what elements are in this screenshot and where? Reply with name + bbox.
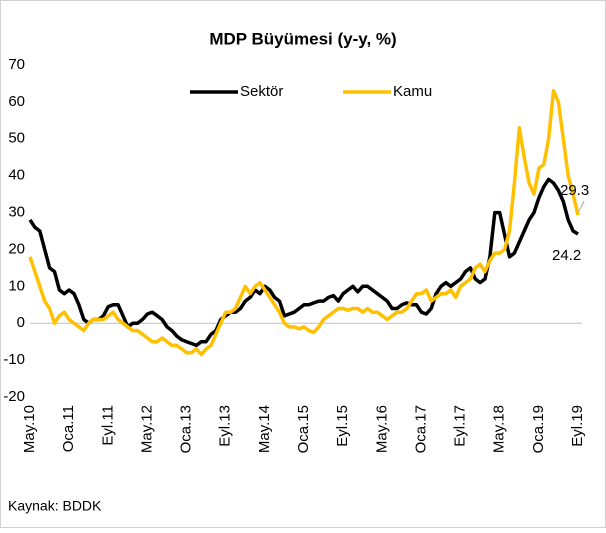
x-tick-label: Oca.19 bbox=[530, 405, 547, 453]
x-tick-label: Oca.15 bbox=[295, 405, 312, 453]
source: Kaynak: BDDK bbox=[8, 498, 102, 514]
x-tick-label: Eyl.19 bbox=[569, 405, 586, 447]
value-label: 29.3 bbox=[560, 182, 589, 199]
y-tick-label: -20 bbox=[3, 388, 25, 405]
chart-title: MDP Büyümesi (y-y, %) bbox=[209, 29, 396, 48]
y-tick-label: 60 bbox=[8, 93, 25, 110]
y-tick-label: 70 bbox=[8, 56, 25, 73]
x-tick-label: Eyl.17 bbox=[452, 405, 469, 447]
legend-label: Sektör bbox=[240, 83, 283, 100]
x-tick-label: Oca.17 bbox=[412, 405, 429, 453]
y-tick-label: 20 bbox=[8, 240, 25, 257]
y-tick-label: 50 bbox=[8, 130, 25, 147]
x-tick-label: May.16 bbox=[373, 405, 390, 453]
x-tick-label: May.14 bbox=[256, 405, 273, 453]
x-tick-label: Eyl.13 bbox=[217, 405, 234, 447]
x-tick-label: Eyl.15 bbox=[334, 405, 351, 447]
x-tick-label: Oca.13 bbox=[178, 405, 195, 453]
x-tick-label: May.12 bbox=[138, 405, 155, 453]
leader-line bbox=[578, 200, 585, 212]
value-label: 24.2 bbox=[552, 247, 581, 264]
x-tick-label: Oca.11 bbox=[60, 405, 77, 452]
y-tick-label: 10 bbox=[8, 277, 25, 294]
y-tick-label: 0 bbox=[17, 314, 25, 331]
series-line bbox=[28, 89, 580, 357]
y-tick-label: -10 bbox=[3, 351, 25, 368]
y-tick-label: 30 bbox=[8, 204, 25, 221]
legend-label: Kamu bbox=[393, 83, 432, 100]
x-tick-label: May.18 bbox=[491, 405, 508, 453]
x-tick-label: Eyl.11 bbox=[99, 405, 116, 446]
x-tick-label: May.10 bbox=[21, 405, 38, 453]
y-tick-label: 40 bbox=[8, 167, 25, 184]
